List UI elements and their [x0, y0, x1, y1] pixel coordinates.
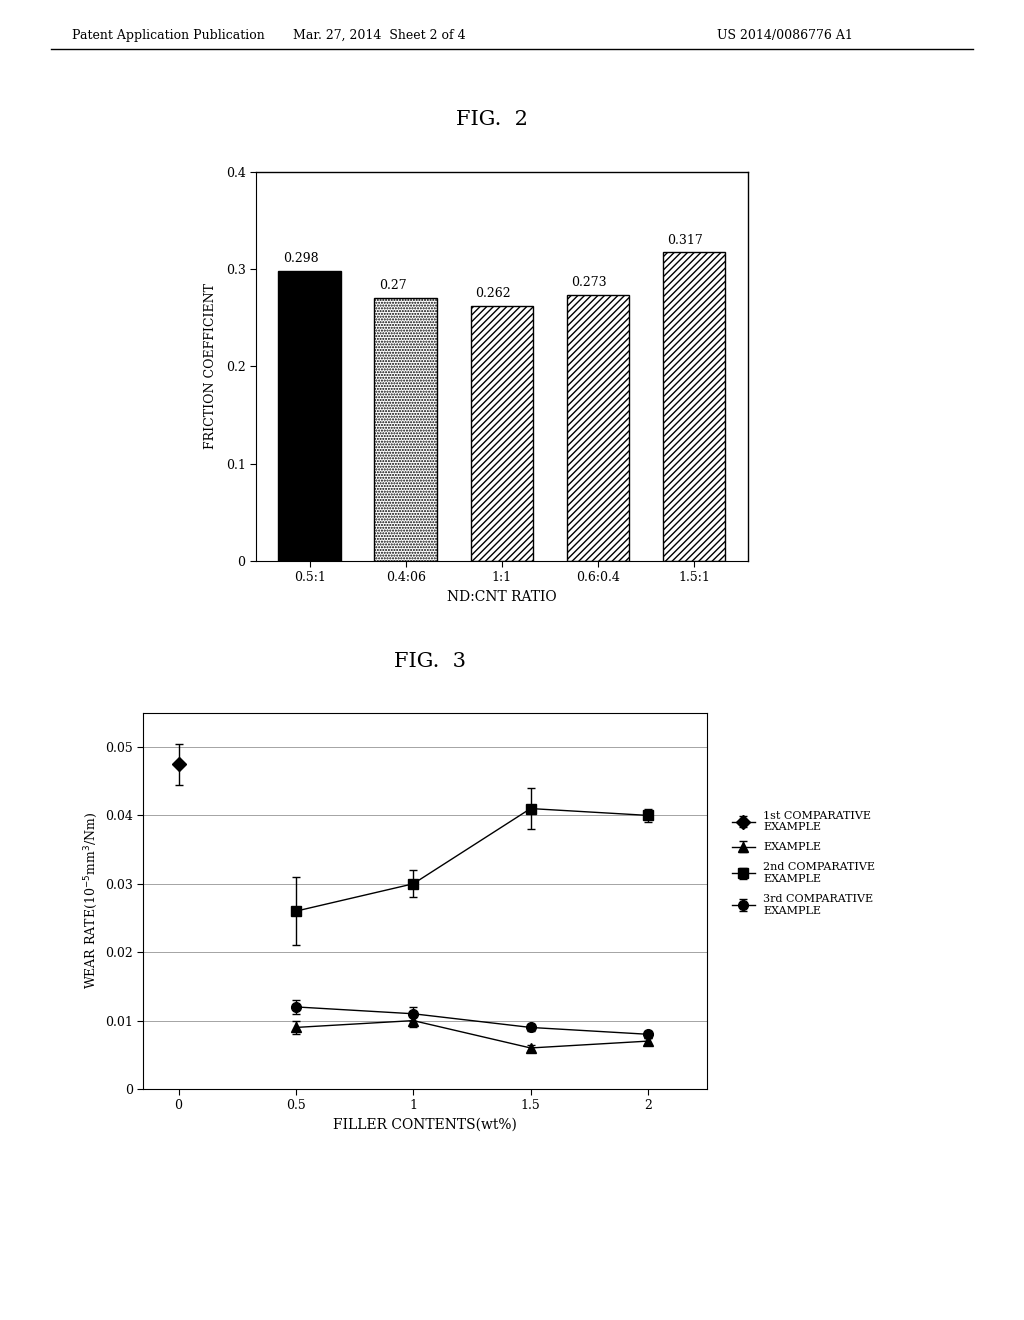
Legend: 1st COMPARATIVE
EXAMPLE, EXAMPLE, 2nd COMPARATIVE
EXAMPLE, 3rd COMPARATIVE
EXAMP: 1st COMPARATIVE EXAMPLE, EXAMPLE, 2nd CO…	[729, 808, 879, 919]
Text: 0.262: 0.262	[475, 288, 511, 300]
Text: Mar. 27, 2014  Sheet 2 of 4: Mar. 27, 2014 Sheet 2 of 4	[293, 29, 465, 42]
Text: FIG.  2: FIG. 2	[456, 111, 527, 129]
Text: 0.27: 0.27	[379, 280, 407, 292]
Bar	[375, 298, 437, 561]
Bar	[566, 296, 629, 561]
Text: US 2014/0086776 A1: US 2014/0086776 A1	[717, 29, 853, 42]
X-axis label: ND:CNT RATIO: ND:CNT RATIO	[446, 590, 557, 605]
Y-axis label: WEAR RATE(10$^{-5}$mm$^3$/Nm): WEAR RATE(10$^{-5}$mm$^3$/Nm)	[82, 812, 99, 990]
Text: 0.273: 0.273	[571, 276, 606, 289]
Bar	[663, 252, 725, 561]
X-axis label: FILLER CONTENTS(wt%): FILLER CONTENTS(wt%)	[333, 1118, 517, 1133]
Bar	[471, 306, 532, 561]
Bar	[279, 271, 341, 561]
Text: 0.298: 0.298	[283, 252, 318, 265]
Y-axis label: FRICTION COEFFICIENT: FRICTION COEFFICIENT	[205, 284, 217, 449]
Text: 0.317: 0.317	[667, 234, 702, 247]
Text: FIG.  3: FIG. 3	[394, 652, 466, 671]
Text: Patent Application Publication: Patent Application Publication	[72, 29, 264, 42]
